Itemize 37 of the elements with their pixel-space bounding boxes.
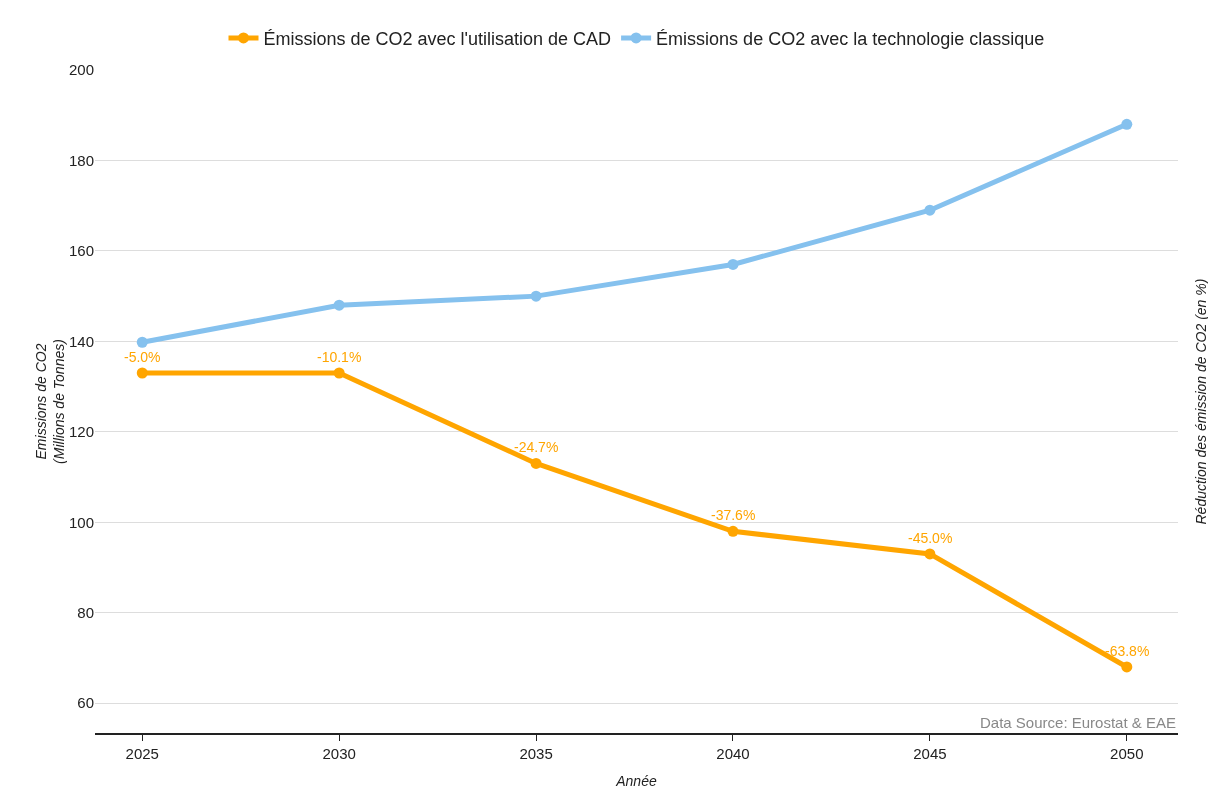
x-tick-label: 2035 (519, 744, 553, 762)
point (1121, 661, 1133, 673)
point (530, 457, 542, 469)
x-tick-label: 2045 (913, 744, 947, 762)
annotation: -10.1% (317, 349, 362, 365)
x-axis-title: Année (615, 772, 657, 789)
point (1121, 118, 1133, 130)
y-tick-label: 100 (68, 513, 94, 531)
y-tick-label: 120 (68, 423, 94, 441)
y-tick-label: 140 (68, 332, 94, 350)
x-tick-label: 2050 (1110, 744, 1144, 762)
legend-label: Émissions de CO2 avec l'utilisation de CAD (263, 28, 612, 49)
point (727, 525, 739, 537)
y-tick-label: 200 (68, 61, 94, 79)
annotation: -5.0% (124, 349, 161, 365)
point (333, 367, 345, 379)
annotation: -37.6% (711, 507, 756, 523)
point (924, 548, 936, 560)
annotation: -63.8% (1105, 643, 1150, 659)
y-tick-label: 180 (68, 151, 94, 169)
y-tick-label: 80 (77, 603, 94, 621)
point (727, 258, 739, 270)
point (333, 299, 345, 311)
point (530, 290, 542, 302)
y-axis-title: Emissions de CO2 (Millions de Tonnes) (32, 339, 67, 464)
x-tick-label: 2040 (716, 744, 750, 762)
annotation: -24.7% (514, 439, 559, 455)
x-tick-label: 2025 (125, 744, 159, 762)
annotation: -45.0% (908, 530, 953, 546)
y-tick-label: 60 (77, 694, 94, 712)
point (136, 336, 148, 348)
x-tick-label: 2030 (322, 744, 356, 762)
point (924, 204, 936, 216)
annotation: Data Source: Eurostat & EAE (980, 714, 1176, 731)
legend-label: Émissions de CO2 avec la technologie classique (656, 28, 1045, 49)
y-tick-label: 160 (68, 242, 94, 260)
point (136, 367, 148, 379)
